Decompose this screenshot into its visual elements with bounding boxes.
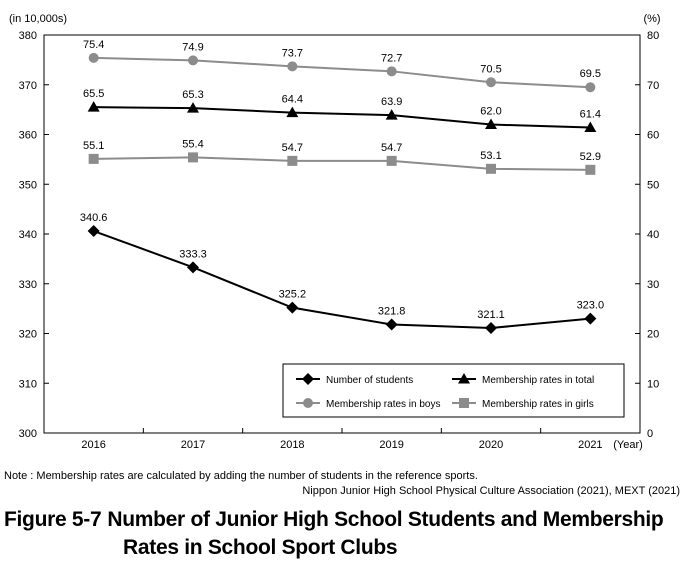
left-axis-tick-label: 320 (19, 329, 37, 341)
x-axis-tick-label: 2020 (479, 439, 503, 451)
legend-marker-membership-rates-in-boys (303, 398, 313, 408)
data-point-membership-rates-in-total (485, 118, 497, 130)
data-point-membership-rates-in-boys (486, 77, 496, 88)
left-axis-tick-label: 350 (19, 179, 37, 191)
data-label-membership-rates-in-girls: 54.7 (381, 142, 402, 154)
right-axis-tick-label: 60 (647, 130, 659, 142)
data-point-number-of-students (385, 318, 398, 331)
right-axis-tick-label: 50 (647, 179, 659, 191)
legend-label-number-of-students: Number of students (326, 375, 413, 386)
data-point-number-of-students (187, 261, 199, 274)
x-axis-tick-label: 2016 (81, 439, 105, 451)
data-label-membership-rates-in-boys: 70.5 (480, 63, 501, 75)
data-point-membership-rates-in-boys (287, 61, 298, 72)
right-axis-tick-label: 40 (647, 229, 659, 241)
data-label-membership-rates-in-girls: 54.7 (282, 142, 303, 154)
data-label-membership-rates-in-total: 65.3 (182, 89, 203, 101)
data-point-membership-rates-in-boys (88, 52, 99, 63)
series-line-number-of-students (93, 230, 591, 330)
data-label-membership-rates-in-boys: 72.7 (381, 52, 402, 64)
legend-marker-membership-rates-in-girls (459, 398, 469, 408)
data-point-membership-rates-in-girls (287, 155, 298, 166)
left-axis-tick-label: 310 (19, 378, 37, 390)
chart-canvas: 300 310 320 330 340 350 360 370 380 0 10 20 30 40 50 60… (9, 13, 661, 451)
right-axis-tick-label: 0 (647, 428, 653, 440)
x-axis-tick-label: 2019 (379, 439, 403, 451)
data-label-membership-rates-in-boys: 69.5 (580, 68, 601, 80)
legend-label-membership-rates-in-boys: Membership rates in boys (326, 399, 441, 410)
right-axis-tick-label: 20 (647, 329, 659, 341)
data-point-membership-rates-in-girls (88, 153, 99, 164)
data-label-number-of-students: 325.2 (279, 289, 307, 301)
data-label-number-of-students: 340.6 (80, 212, 108, 224)
data-label-membership-rates-in-girls: 55.1 (83, 140, 104, 152)
chart-source: Nippon Junior High School Physical Cultu… (302, 485, 680, 497)
data-label-membership-rates-in-total: 63.9 (381, 96, 402, 108)
data-point-membership-rates-in-girls (585, 164, 596, 175)
series-line-membership-rates-in-girls (93, 156, 591, 171)
left-axis-tick-label: 300 (19, 428, 37, 440)
left-axis-label: (in 10,000s) (9, 13, 67, 25)
figure-label: Figure 5-7 (4, 508, 102, 531)
right-axis-tick-label: 80 (647, 30, 659, 42)
data-label-membership-rates-in-total: 64.4 (282, 94, 303, 106)
data-point-membership-rates-in-total (286, 106, 299, 118)
figure-title-line1: Number of Junior High School Students an… (107, 508, 664, 531)
x-axis-tick-label: 2017 (181, 439, 205, 451)
data-point-membership-rates-in-girls (386, 155, 397, 166)
data-point-membership-rates-in-total (187, 102, 199, 113)
data-label-membership-rates-in-boys: 73.7 (282, 47, 303, 59)
legend-marker-number-of-students (302, 373, 314, 385)
data-label-number-of-students: 321.1 (477, 309, 505, 321)
data-label-membership-rates-in-boys: 74.9 (182, 41, 203, 53)
x-axis-tick-label: 2018 (280, 439, 304, 451)
data-point-membership-rates-in-boys (188, 55, 198, 66)
data-point-membership-rates-in-total (584, 121, 597, 133)
data-point-number-of-students (584, 312, 597, 325)
data-point-membership-rates-in-total (385, 109, 398, 120)
data-point-membership-rates-in-boys (386, 66, 397, 77)
data-label-membership-rates-in-total: 65.5 (83, 88, 104, 100)
figure-title-line2: Rates in School Sport Clubs (123, 536, 398, 559)
legend-marker-membership-rates-in-total (458, 373, 470, 384)
data-label-number-of-students: 321.8 (378, 306, 406, 318)
data-point-membership-rates-in-total (87, 101, 100, 112)
left-axis-tick-label: 370 (19, 80, 37, 92)
data-label-membership-rates-in-girls: 55.4 (182, 138, 203, 150)
right-axis-tick-label: 10 (647, 378, 659, 390)
data-label-number-of-students: 333.3 (179, 248, 207, 260)
data-label-number-of-students: 323.0 (577, 300, 605, 312)
data-label-membership-rates-in-girls: 52.9 (580, 151, 601, 163)
left-axis-tick-label: 380 (19, 30, 37, 42)
x-axis-label: (Year) (613, 439, 643, 451)
chart-note: Note : Membership rates are calculated b… (4, 470, 478, 482)
left-axis-tick-label: 360 (19, 130, 37, 142)
x-axis-tick-label: 2021 (578, 439, 602, 451)
legend-box (282, 363, 625, 418)
left-axis-tick-label: 330 (19, 279, 37, 291)
data-point-number-of-students (286, 301, 299, 314)
data-point-number-of-students (87, 225, 100, 238)
data-label-membership-rates-in-total: 61.4 (580, 109, 601, 121)
data-label-membership-rates-in-boys: 75.4 (83, 39, 104, 51)
figure-title: Figure 5-7 Number of Junior High School S… (4, 506, 664, 562)
series-line-membership-rates-in-total (93, 106, 591, 129)
right-axis-tick-label: 30 (647, 279, 659, 291)
legend-label-membership-rates-in-total: Membership rates in total (482, 375, 594, 386)
data-point-membership-rates-in-girls (188, 152, 198, 163)
data-point-membership-rates-in-boys (585, 82, 596, 93)
data-point-number-of-students (485, 322, 497, 335)
right-axis-tick-label: 70 (647, 80, 659, 92)
series-line-membership-rates-in-boys (93, 56, 591, 89)
legend-label-membership-rates-in-girls: Membership rates in girls (482, 399, 594, 410)
data-point-membership-rates-in-girls (486, 163, 496, 174)
data-label-membership-rates-in-total: 62.0 (480, 106, 501, 118)
left-axis-tick-label: 340 (19, 229, 37, 241)
data-label-membership-rates-in-girls: 53.1 (480, 150, 501, 162)
right-axis-label: (%) (643, 13, 660, 25)
